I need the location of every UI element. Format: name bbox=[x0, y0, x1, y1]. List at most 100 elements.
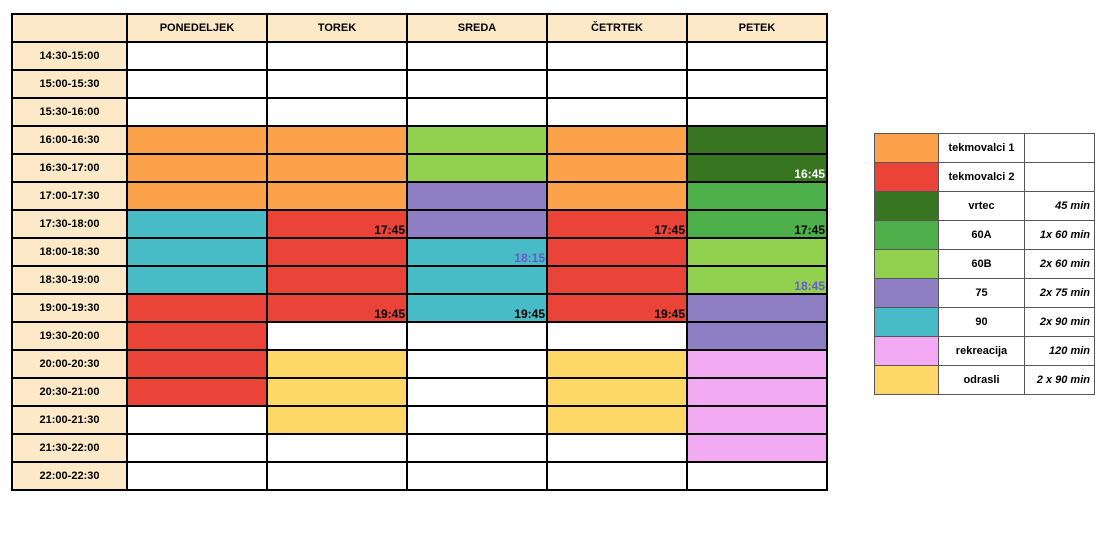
time-slot-label: 20:00-20:30 bbox=[11, 349, 128, 379]
schedule-cell bbox=[406, 153, 548, 183]
schedule-cell bbox=[546, 69, 688, 99]
legend-name: 60A bbox=[938, 220, 1025, 250]
schedule-cell bbox=[266, 405, 408, 435]
legend-duration: 2 x 90 min bbox=[1024, 365, 1095, 395]
time-slot-label: 19:30-20:00 bbox=[11, 321, 128, 351]
end-time-label: 18:15 bbox=[514, 251, 545, 265]
legend-duration: 1x 60 min bbox=[1024, 220, 1095, 250]
schedule-row: 18:00-18:30 18:15 bbox=[11, 237, 828, 267]
schedule-cell bbox=[686, 237, 828, 267]
legend-row: odrasli 2 x 90 min bbox=[874, 365, 1095, 395]
time-slot-label: 14:30-15:00 bbox=[11, 41, 128, 71]
schedule-cell: 18:15 bbox=[406, 237, 548, 267]
end-time-label: 18:45 bbox=[794, 279, 825, 293]
legend-name: odrasli bbox=[938, 365, 1025, 395]
legend-duration: 2x 90 min bbox=[1024, 307, 1095, 337]
legend-name: 75 bbox=[938, 278, 1025, 308]
schedule-cell bbox=[546, 377, 688, 407]
schedule-cell bbox=[126, 405, 268, 435]
schedule-cell: 19:45 bbox=[266, 293, 408, 323]
legend-swatch bbox=[874, 307, 939, 337]
schedule-cell bbox=[266, 41, 408, 71]
schedule-cell bbox=[266, 97, 408, 127]
schedule-cell bbox=[406, 265, 548, 295]
schedule-cell bbox=[266, 377, 408, 407]
legend-row: 75 2x 75 min bbox=[874, 278, 1095, 308]
schedule-cell bbox=[406, 433, 548, 463]
legend-name: 60B bbox=[938, 249, 1025, 279]
schedule-cell bbox=[686, 405, 828, 435]
end-time-label: 16:45 bbox=[794, 167, 825, 181]
schedule-cell bbox=[546, 125, 688, 155]
legend-duration: 2x 60 min bbox=[1024, 249, 1095, 279]
schedule-cell bbox=[126, 97, 268, 127]
time-slot-label: 16:00-16:30 bbox=[11, 125, 128, 155]
time-slot-label: 21:30-22:00 bbox=[11, 433, 128, 463]
schedule-cell bbox=[126, 293, 268, 323]
time-slot-label: 17:30-18:00 bbox=[11, 209, 128, 239]
schedule-cell: 19:45 bbox=[546, 293, 688, 323]
day-header: SREDA bbox=[406, 13, 548, 43]
schedule-cell bbox=[126, 153, 268, 183]
time-slot-label: 17:00-17:30 bbox=[11, 181, 128, 211]
legend-duration bbox=[1024, 133, 1095, 163]
end-time-label: 17:45 bbox=[374, 223, 405, 237]
schedule-cell bbox=[686, 321, 828, 351]
schedule-cell bbox=[126, 461, 268, 491]
time-slot-label: 22:00-22:30 bbox=[11, 461, 128, 491]
schedule-cell bbox=[406, 321, 548, 351]
schedule-cell bbox=[126, 321, 268, 351]
schedule-cell bbox=[406, 461, 548, 491]
schedule-cell bbox=[126, 181, 268, 211]
end-time-label: 17:45 bbox=[654, 223, 685, 237]
schedule-cell bbox=[406, 125, 548, 155]
schedule-cell bbox=[546, 405, 688, 435]
schedule-row: 16:30-17:00 16:45 bbox=[11, 153, 828, 183]
schedule-cell: 18:45 bbox=[686, 265, 828, 295]
schedule-row: 15:30-16:00 bbox=[11, 97, 828, 127]
schedule-cell bbox=[266, 125, 408, 155]
schedule-row: 19:30-20:00 bbox=[11, 321, 828, 351]
schedule-cell bbox=[686, 461, 828, 491]
legend-table: tekmovalci 1 tekmovalci 2 vrtec 45 min 60A 1x… bbox=[874, 133, 1095, 395]
end-time-label: 19:45 bbox=[514, 307, 545, 321]
time-slot-label: 18:00-18:30 bbox=[11, 237, 128, 267]
day-header: ČETRTEK bbox=[546, 13, 688, 43]
legend-name: tekmovalci 1 bbox=[938, 133, 1025, 163]
schedule-cell bbox=[546, 97, 688, 127]
schedule-cell bbox=[126, 69, 268, 99]
schedule-cell bbox=[686, 293, 828, 323]
time-slot-label: 20:30-21:00 bbox=[11, 377, 128, 407]
schedule-cell bbox=[686, 377, 828, 407]
time-slot-label: 18:30-19:00 bbox=[11, 265, 128, 295]
schedule-body: 14:30-15:00 15:00-15:30 15:30-16:00 16:00-1… bbox=[11, 41, 828, 491]
schedule-cell bbox=[546, 181, 688, 211]
schedule-row: 20:00-20:30 bbox=[11, 349, 828, 379]
schedule-cell bbox=[126, 265, 268, 295]
time-slot-label: 21:00-21:30 bbox=[11, 405, 128, 435]
legend-name: rekreacija bbox=[938, 336, 1025, 366]
schedule-cell bbox=[686, 349, 828, 379]
schedule-cell bbox=[686, 97, 828, 127]
legend-duration: 2x 75 min bbox=[1024, 278, 1095, 308]
schedule-cell bbox=[686, 69, 828, 99]
legend-swatch bbox=[874, 133, 939, 163]
schedule-cell bbox=[266, 321, 408, 351]
schedule-cell: 17:45 bbox=[686, 209, 828, 239]
end-time-label: 19:45 bbox=[374, 307, 405, 321]
schedule-row: 14:30-15:00 bbox=[11, 41, 828, 71]
schedule-cell: 16:45 bbox=[686, 153, 828, 183]
legend-duration: 45 min bbox=[1024, 191, 1095, 221]
schedule-row: 17:30-18:00 17:45 17:45 17:45 bbox=[11, 209, 828, 239]
schedule-cell bbox=[126, 433, 268, 463]
day-header: TOREK bbox=[266, 13, 408, 43]
legend-name: tekmovalci 2 bbox=[938, 162, 1025, 192]
schedule-cell bbox=[266, 349, 408, 379]
schedule-cell bbox=[686, 41, 828, 71]
end-time-label: 19:45 bbox=[654, 307, 685, 321]
schedule-table: PONEDELJEK TOREK SREDA ČETRTEK PETEK 14:… bbox=[11, 13, 828, 491]
schedule-cell bbox=[266, 153, 408, 183]
schedule-cell bbox=[406, 405, 548, 435]
schedule-row: 20:30-21:00 bbox=[11, 377, 828, 407]
legend-duration: 120 min bbox=[1024, 336, 1095, 366]
